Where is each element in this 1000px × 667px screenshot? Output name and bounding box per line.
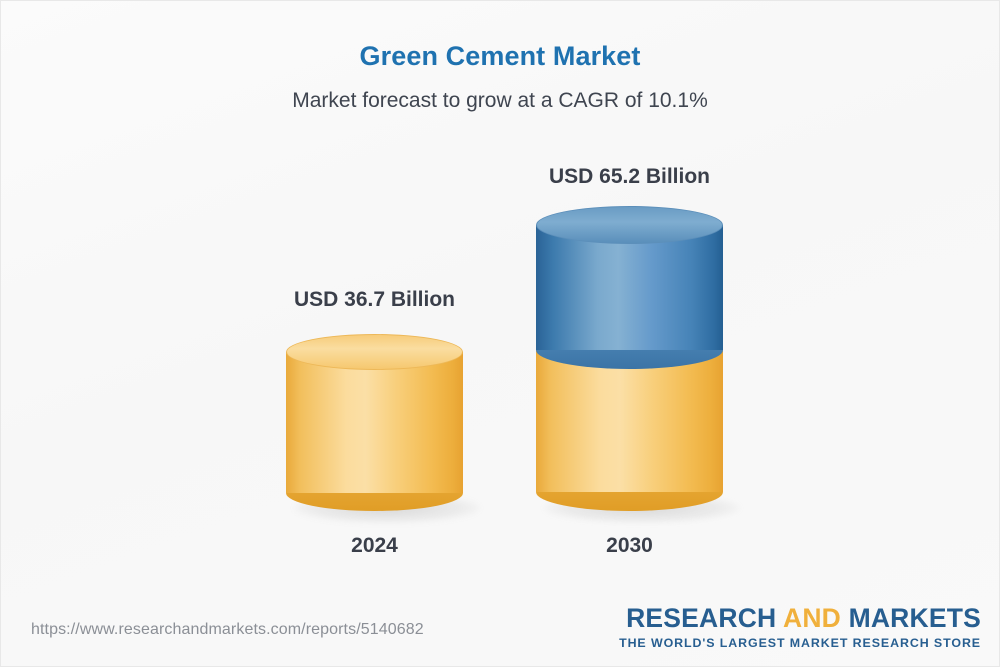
brand-name-accent: AND — [782, 603, 841, 633]
chart-subtitle: Market forecast to grow at a CAGR of 10.… — [292, 89, 708, 112]
page-title: Green Cement Market — [359, 41, 641, 71]
bar-group-2024[interactable]: USD 36.7 Billion 2024 — [286, 1, 480, 601]
bar-group-2030[interactable]: USD 65.2 Billion 2030 — [536, 1, 740, 601]
brand-logo[interactable]: RESEARCH AND MARKETS THE WORLD'S LARGEST… — [619, 603, 981, 650]
cylinder-blue-body-2030 — [536, 225, 723, 350]
brand-name: RESEARCH AND MARKETS — [619, 603, 981, 633]
plot-area: USD 36.7 Billion 2024 USD 65.2 Billion — [1, 1, 999, 601]
brand-name-secondary: MARKETS — [841, 603, 981, 633]
bar-value-label-2024: USD 36.7 Billion — [293, 288, 456, 311]
brand-tagline: THE WORLD'S LARGEST MARKET RESEARCH STOR… — [619, 635, 981, 650]
bar-value-label-2030: USD 65.2 Billion — [548, 165, 711, 188]
footer: https://www.researchandmarkets.com/repor… — [1, 599, 999, 666]
brand-name-primary: RESEARCH — [626, 603, 783, 633]
cylinder-body-2024 — [286, 352, 463, 493]
cylinder-top-ellipse-2024 — [286, 334, 463, 370]
bar-category-label-2030: 2030 — [606, 534, 653, 557]
cylinder-blue-top-ellipse-2030 — [536, 206, 723, 244]
cylinder-upper-2030 — [536, 206, 723, 369]
cylinder-2024 — [286, 334, 463, 511]
bar-category-label-2024: 2024 — [351, 534, 398, 557]
source-url-link[interactable]: https://www.researchandmarkets.com/repor… — [31, 621, 424, 638]
